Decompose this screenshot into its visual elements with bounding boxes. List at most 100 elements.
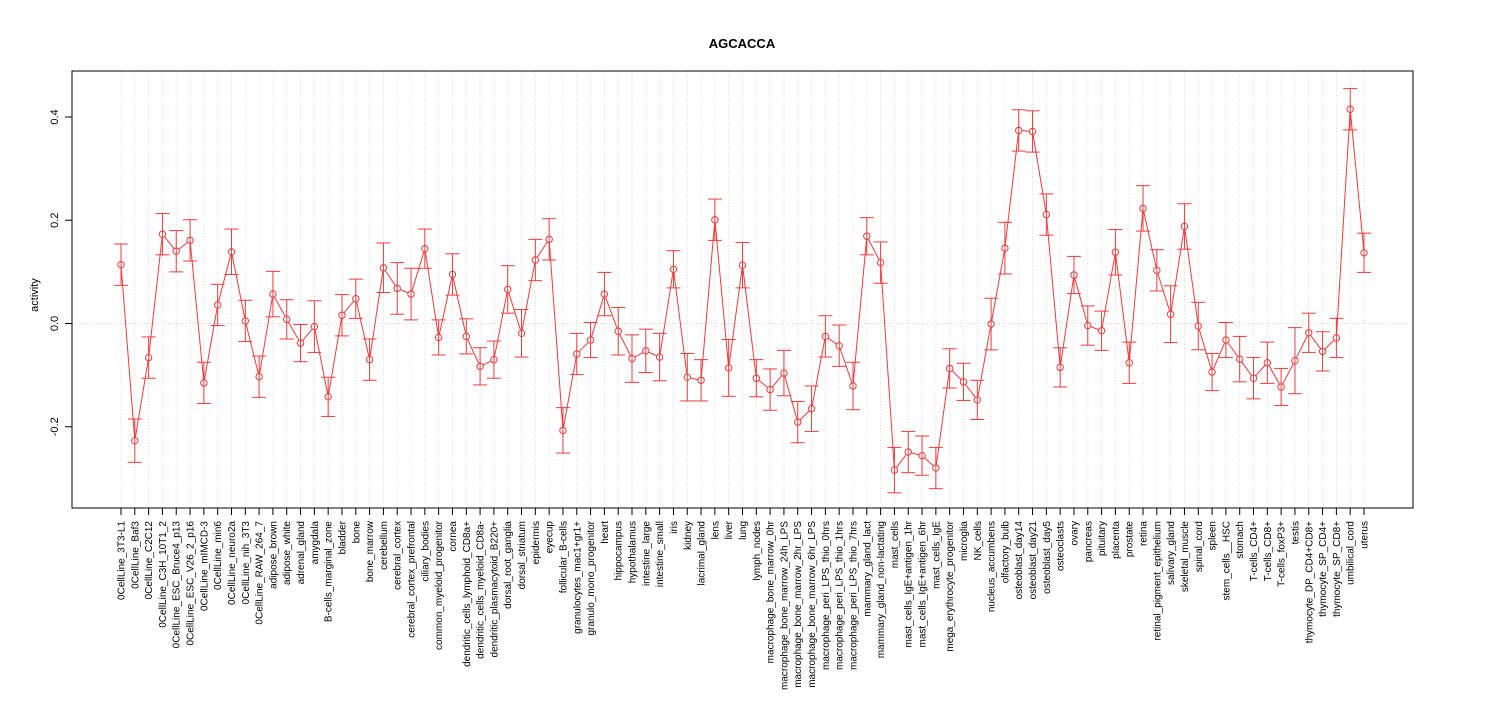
- series-line-segment: [619, 333, 632, 356]
- data-point: [890, 466, 899, 474]
- data-point: [794, 418, 802, 426]
- data-point: [752, 374, 761, 382]
- data-point: [448, 270, 457, 279]
- y-tick-label: 0.0: [49, 316, 61, 331]
- x-tick-label: spleen: [1208, 521, 1219, 550]
- series-line-segment: [1004, 133, 1019, 246]
- x-tick-label: umbilical_cord: [1346, 521, 1357, 585]
- series-line-segment: [1170, 229, 1185, 312]
- x-tick-label: lung: [738, 521, 749, 540]
- x-tick-label: T-cells_foxP3+: [1277, 521, 1288, 587]
- x-tick-label: 0CellLine_3T3-L1: [117, 521, 128, 600]
- series-line-segment: [1227, 342, 1239, 357]
- data-point: [269, 290, 277, 298]
- series-line-segment: [164, 236, 175, 250]
- series-line-segment: [1101, 255, 1116, 328]
- x-tick-label: nucleus_accumbens: [987, 521, 998, 612]
- x-tick-label: dendritic_cells_lymphoid_CD8a+: [462, 521, 473, 667]
- x-tick-label: macrophage_bone_marrow_0hr: [766, 520, 777, 663]
- series-line-segment: [1128, 211, 1144, 360]
- y-axis: -0.2 0.0 0.2 0.4: [49, 109, 73, 436]
- x-tick-label: salivary_gland: [1166, 521, 1177, 585]
- series-line-segment: [634, 351, 644, 358]
- series-line-segment: [1295, 335, 1308, 359]
- data-point: [1097, 327, 1106, 335]
- data-point: [158, 230, 167, 238]
- series-line-segment: [1212, 342, 1226, 370]
- x-tick-label: intestine_small: [655, 521, 666, 587]
- series-line-segment: [287, 321, 300, 341]
- x-tick-label: 0CellLine_Baf3: [130, 521, 141, 589]
- series-line-segment: [911, 452, 920, 456]
- data-point: [711, 216, 719, 224]
- series-line-segment: [924, 457, 934, 467]
- data-point: [724, 364, 733, 372]
- series-line-segment: [245, 323, 259, 374]
- x-tick-label: T-cells_CD8+: [1263, 521, 1274, 581]
- series-line-segment: [1184, 229, 1199, 323]
- series-line-segment: [1032, 134, 1047, 212]
- series-line-segment: [328, 318, 342, 394]
- x-tick-label: granulocytes_mac1+gr1+: [572, 521, 583, 634]
- series-line-segment: [178, 241, 188, 250]
- x-tick-label: osteoblast_day5: [1042, 521, 1053, 594]
- series-line-segment: [1046, 217, 1061, 365]
- data-point: [863, 232, 871, 240]
- data-point: [421, 244, 429, 253]
- data-point: [642, 347, 650, 355]
- series-line-segment: [648, 351, 657, 357]
- data-point: [462, 332, 470, 341]
- series-line-segment: [1241, 361, 1253, 376]
- data-point: [531, 256, 540, 264]
- series-line-segment: [673, 272, 688, 375]
- x-tick-label: stomach: [1235, 521, 1246, 559]
- x-tick-label: macrophage_bone_marrow_2hr_LPS: [793, 521, 804, 688]
- series-line-segment: [1021, 130, 1030, 132]
- data-point: [614, 327, 622, 335]
- data-point: [876, 258, 885, 267]
- data-point: [117, 260, 125, 269]
- series-line-segment: [259, 297, 273, 374]
- data-point: [669, 265, 678, 273]
- x-tick-label: dendritic_cells_myeloid_CD8a-: [476, 521, 487, 659]
- series-line-segment: [343, 300, 355, 314]
- data-point: [849, 382, 857, 390]
- series-line-segment: [1115, 255, 1130, 360]
- series-line-segment: [148, 237, 163, 355]
- series-line-segment: [1310, 335, 1322, 350]
- data-point: [1139, 204, 1147, 213]
- data-point: [296, 339, 305, 347]
- x-tick-label: pituitary: [1097, 521, 1108, 556]
- x-tick-label: hypothalamus: [628, 521, 639, 583]
- data-point: [241, 317, 250, 325]
- series-line-segment: [203, 307, 218, 380]
- x-tick-label: heart: [600, 521, 611, 544]
- x-tick-label: dendritic_plasmacytoid_B220+: [489, 521, 500, 658]
- data-point: [1070, 271, 1078, 279]
- x-tick-label: retinal_pigment_epithelium: [1152, 521, 1163, 641]
- data-point: [904, 448, 912, 456]
- data-point: [821, 332, 830, 341]
- data-point: [365, 355, 374, 364]
- x-tick-label: dorsal_root_ganglia: [503, 521, 514, 609]
- series-line-segment: [189, 243, 205, 380]
- data-point: [407, 290, 415, 298]
- series-line-segment: [867, 238, 880, 260]
- x-tick-label: B-cells_marginal_zone: [324, 521, 335, 623]
- series-line-segment: [758, 379, 768, 388]
- data-point: [1346, 105, 1354, 113]
- data-point: [1318, 347, 1327, 356]
- series-line-segment: [1143, 211, 1157, 268]
- series-line-segment: [935, 371, 950, 465]
- data-point: [1042, 210, 1051, 219]
- y-axis-label: activity: [29, 278, 41, 312]
- series-line-segment: [728, 268, 743, 365]
- x-tick-label: stem_cells__HSC: [1221, 521, 1232, 600]
- data-point: [1015, 126, 1023, 135]
- data-point: [1236, 355, 1244, 363]
- data-point: [310, 322, 319, 331]
- x-tick-label: dorsal_striatum: [517, 521, 528, 589]
- data-point: [987, 320, 995, 328]
- series-line-segment: [839, 348, 853, 384]
- data-point: [1125, 359, 1133, 367]
